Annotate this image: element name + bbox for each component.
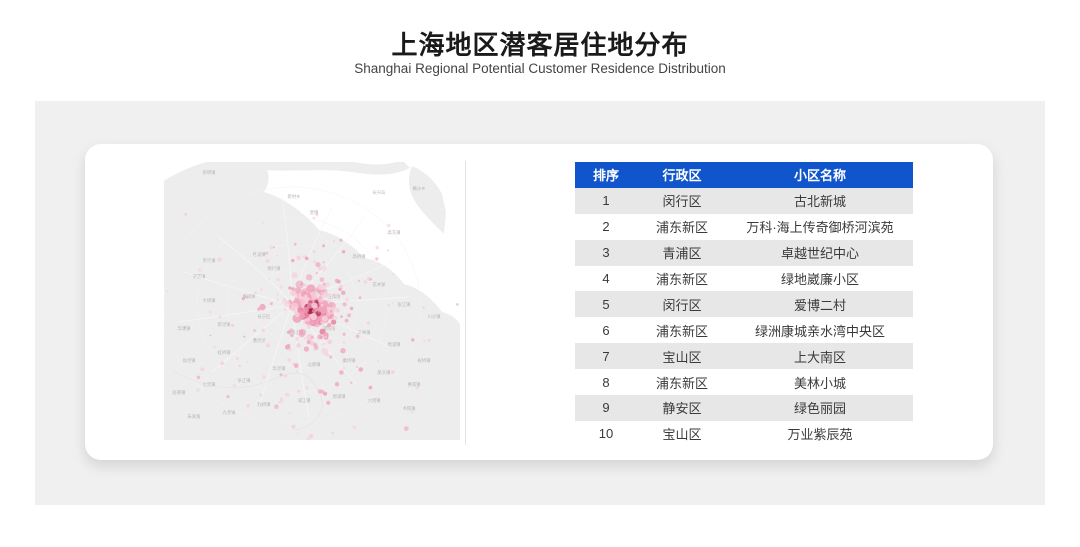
svg-text:大团镇: 大团镇 xyxy=(368,397,382,404)
svg-text:周浦镇: 周浦镇 xyxy=(388,341,402,348)
svg-text:月浦镇: 月浦镇 xyxy=(253,251,267,258)
svg-text:新村乡: 新村乡 xyxy=(288,193,301,200)
svg-text:川沙镇: 川沙镇 xyxy=(428,313,442,320)
svg-text:朱家角: 朱家角 xyxy=(188,413,201,420)
svg-text:祝桥镇: 祝桥镇 xyxy=(418,357,432,364)
svg-text:书院镇: 书院镇 xyxy=(403,405,417,412)
svg-text:大场镇: 大场镇 xyxy=(203,297,217,304)
svg-text:高桥镇: 高桥镇 xyxy=(353,253,367,260)
svg-text:横沙乡: 横沙乡 xyxy=(413,185,426,192)
svg-text:新泾镇: 新泾镇 xyxy=(218,321,232,328)
svg-text:惠南镇: 惠南镇 xyxy=(408,381,422,388)
svg-text:长宁区: 长宁区 xyxy=(258,313,272,320)
svg-text:华漕镇: 华漕镇 xyxy=(178,325,192,332)
svg-text:康桥镇: 康桥镇 xyxy=(343,357,357,364)
svg-text:罗泾镇: 罗泾镇 xyxy=(203,257,217,264)
svg-text:周浦镇: 周浦镇 xyxy=(333,393,347,400)
svg-text:张江镇: 张江镇 xyxy=(398,301,412,308)
svg-text:徐泾镇: 徐泾镇 xyxy=(183,357,197,364)
svg-text:赵巷镇: 赵巷镇 xyxy=(173,389,187,396)
svg-text:华泾镇: 华泾镇 xyxy=(273,365,287,372)
svg-text:漕河泾: 漕河泾 xyxy=(253,337,267,344)
svg-text:崇明镇: 崇明镇 xyxy=(203,169,217,176)
svg-text:北蔡镇: 北蔡镇 xyxy=(308,361,322,368)
svg-text:航头镇: 航头镇 xyxy=(378,369,392,376)
svg-text:浦江镇: 浦江镇 xyxy=(298,397,312,404)
svg-text:长兴岛: 长兴岛 xyxy=(373,189,386,196)
svg-text:杨行镇: 杨行镇 xyxy=(268,265,282,272)
svg-text:虹桥镇: 虹桥镇 xyxy=(218,349,232,356)
svg-text:七宝镇: 七宝镇 xyxy=(203,381,217,388)
